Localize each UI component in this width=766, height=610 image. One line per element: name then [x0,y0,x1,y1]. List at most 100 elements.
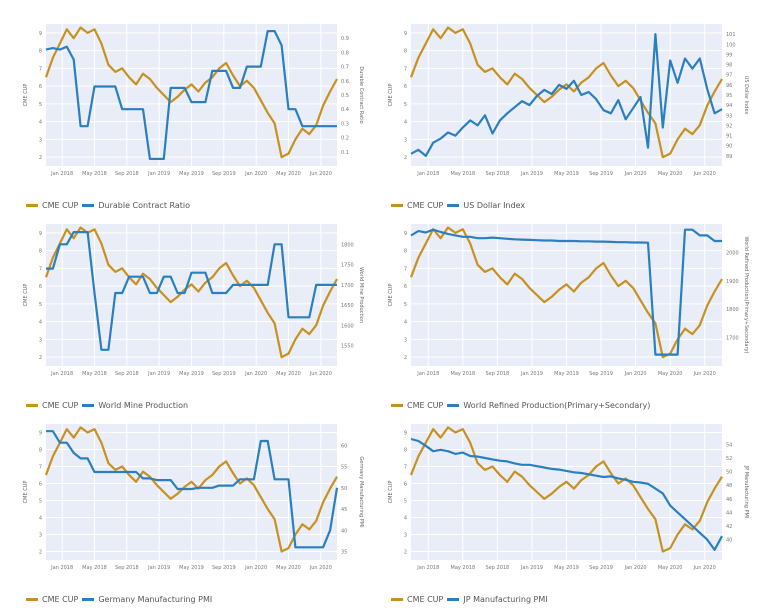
x-tick-label: Sep 2018 [486,371,510,377]
x-tick-label: Sep 2019 [589,565,613,571]
y-left-tick-label: 4 [404,516,407,522]
x-tick-label: Sep 2018 [115,371,139,377]
y-left-tick-label: 7 [404,66,407,72]
y-left-tick-label: 9 [39,431,42,437]
y-right-tick-label: 1600 [341,323,354,329]
y-right-tick-label: 0.2 [341,136,349,142]
y-left-tick-label: 5 [39,102,42,108]
y-left-tick-label: 9 [404,31,407,37]
x-tick-label: May 2019 [179,565,204,571]
y-right-tick-label: 97 [726,73,732,79]
y-right-tick-label: 101 [726,32,736,38]
x-tick-label: Jan 2019 [520,565,543,571]
x-tick-label: Jan 2019 [520,171,543,177]
y-right-tick-label: 0.5 [341,93,349,99]
y-right-tick-label: 96 [726,83,732,89]
legend-label: CME CUP [407,400,444,410]
x-tick-label: Jan 2018 [50,371,73,377]
y-right-tick-label: 2000 [726,250,739,256]
y-left-axis-title: CME CUP [388,284,394,307]
x-tick-label: May 2020 [658,371,683,377]
series-line-jp-manufacturing-pmi [410,437,723,551]
series-line-cme-cup [409,426,723,553]
x-tick-label: May 2019 [554,371,579,377]
y-left-tick-label: 2 [39,550,42,556]
x-tick-label: Jun 2020 [693,565,716,571]
legend-swatch [447,597,460,601]
y-left-tick-label: 9 [39,31,42,37]
x-tick-label: Jan 2019 [147,171,170,177]
x-tick-label: Jan 2020 [244,171,267,177]
legend-swatch [26,403,38,407]
legend: CME CUP World Mine Production [26,398,192,412]
x-tick-label: Jan 2020 [624,565,647,571]
y-left-tick-label: 7 [404,266,407,272]
x-tick-label: Jan 2020 [244,371,267,377]
y-left-tick-label: 6 [39,482,42,488]
y-left-tick-label: 5 [404,102,407,108]
chart-jp-manufacturing-pmi: Jan 2018 May 2018 Sep 2018 Jan 2019 May 2019… [385,418,750,608]
series-line-cme-cup [409,26,723,159]
y-left-tick-label: 2 [404,155,407,161]
x-tick-label: May 2018 [451,565,476,571]
y-right-tick-label: 46 [726,497,732,503]
y-right-tick-label: 52 [726,456,732,462]
y-left-tick-label: 3 [404,533,407,539]
legend-swatch [26,203,38,207]
y-right-tick-label: 95 [726,93,732,99]
y-left-tick-label: 2 [404,355,407,361]
y-left-tick-label: 7 [404,465,407,471]
y-left-tick-label: 2 [39,155,42,161]
y-right-tick-label: 94 [726,103,732,109]
y-right-tick-label: 99 [726,52,732,58]
series-line-world-mine-production [46,231,337,351]
legend-swatch [82,403,95,407]
x-tick-label: May 2020 [658,565,683,571]
legend: CME CUP World Refined Production(Primary+… [391,398,654,412]
legend-label: CME CUP [407,594,444,604]
legend-label: CME CUP [407,200,444,210]
legend-label: US Dollar Index [463,200,526,210]
y-left-axis-title: CME CUP [388,481,394,504]
x-tick-label: May 2020 [658,171,683,177]
y-left-tick-label: 4 [39,516,42,522]
y-right-tick-label: 55 [341,465,347,471]
y-right-axis-title: World Mine Production [358,267,364,323]
x-tick-label: Sep 2019 [589,171,613,177]
y-left-tick-label: 5 [39,499,42,505]
y-left-tick-label: 5 [39,302,42,308]
x-tick-label: Sep 2018 [486,565,510,571]
legend-swatch [447,203,460,207]
y-right-axis-title: US Dollar Index [743,76,749,115]
y-left-tick-label: 9 [404,431,407,437]
x-tick-label: Jan 2018 [50,171,73,177]
y-left-axis-title: CME CUP [23,84,29,107]
x-tick-label: Jan 2018 [416,171,439,177]
y-right-tick-label: 0.1 [341,150,349,156]
y-right-tick-label: 0.4 [341,107,349,113]
legend-label: CME CUP [42,200,79,210]
x-tick-label: May 2020 [276,371,301,377]
x-tick-label: Jun 2020 [693,371,716,377]
y-left-tick-label: 4 [404,320,407,326]
y-right-tick-label: 50 [341,486,347,492]
x-tick-label: Jan 2019 [520,371,543,377]
y-right-tick-label: 48 [726,483,732,489]
x-tick-label: May 2019 [179,171,204,177]
y-left-tick-label: 9 [404,231,407,237]
y-left-tick-label: 7 [39,465,42,471]
x-tick-label: May 2018 [82,565,107,571]
y-right-tick-label: 50 [726,470,732,476]
y-left-tick-label: 3 [39,533,42,539]
x-tick-label: Sep 2018 [486,171,510,177]
x-tick-label: Jun 2020 [309,565,332,571]
chart-durable-contract-ratio: Jan 2018 May 2018 Sep 2018 Jan 2019 May 2019… [20,18,365,214]
x-tick-label: Jan 2020 [624,371,647,377]
y-right-tick-label: 0.8 [341,50,349,56]
y-right-tick-label: 98 [726,63,732,69]
y-right-tick-label: 35 [341,550,347,556]
legend-label: CME CUP [42,400,79,410]
chart-world-refined-production: Jan 2018 May 2018 Sep 2018 Jan 2019 May 2019… [385,218,750,414]
y-left-tick-label: 6 [39,84,42,90]
y-left-tick-label: 8 [404,49,407,55]
